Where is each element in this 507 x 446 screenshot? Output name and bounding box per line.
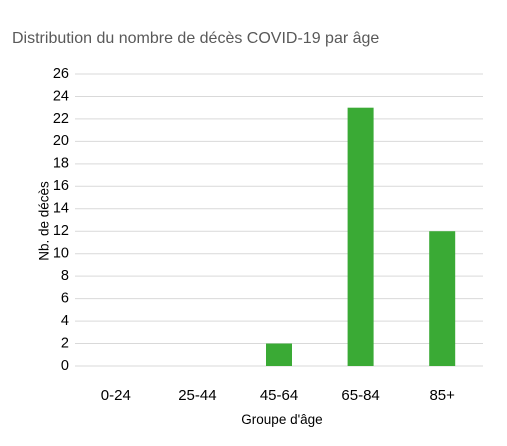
x-tick-label: 45-64 [260, 387, 298, 404]
x-tick-label: 0-24 [101, 387, 131, 404]
bar-85+ [429, 231, 456, 366]
bar-45-64 [266, 343, 292, 366]
bars [266, 107, 456, 366]
bar-65-84 [347, 107, 374, 366]
y-tick-label: 20 [53, 133, 69, 149]
x-tick-label: 65-84 [341, 387, 379, 404]
gridlines [75, 73, 483, 367]
y-tick-label: 26 [53, 66, 69, 82]
y-tick-label: 4 [61, 313, 69, 329]
y-tick-label: 0 [61, 358, 69, 374]
y-tick-label: 10 [53, 246, 69, 262]
y-axis-label: Nb. de décès [37, 181, 52, 261]
y-tick-label: 6 [61, 290, 69, 306]
y-tick-label: 12 [53, 223, 69, 239]
y-tick-label: 22 [53, 111, 69, 127]
y-tick-label: 24 [53, 88, 69, 104]
y-tick-label: 8 [61, 268, 69, 284]
x-tick-label: 85+ [429, 387, 455, 404]
x-axis-label: Groupe d'âge [241, 412, 322, 427]
y-tick-label: 16 [53, 178, 69, 194]
y-tick-label: 14 [53, 201, 69, 217]
y-tick-label: 18 [53, 156, 69, 172]
x-tick-label: 25-44 [178, 387, 216, 404]
y-tick-label: 2 [61, 335, 69, 351]
chart-title: Distribution du nombre de décès COVID-19… [12, 30, 380, 47]
x-tick-labels: 0-24 25-44 45-64 65-84 85+ [101, 387, 455, 404]
